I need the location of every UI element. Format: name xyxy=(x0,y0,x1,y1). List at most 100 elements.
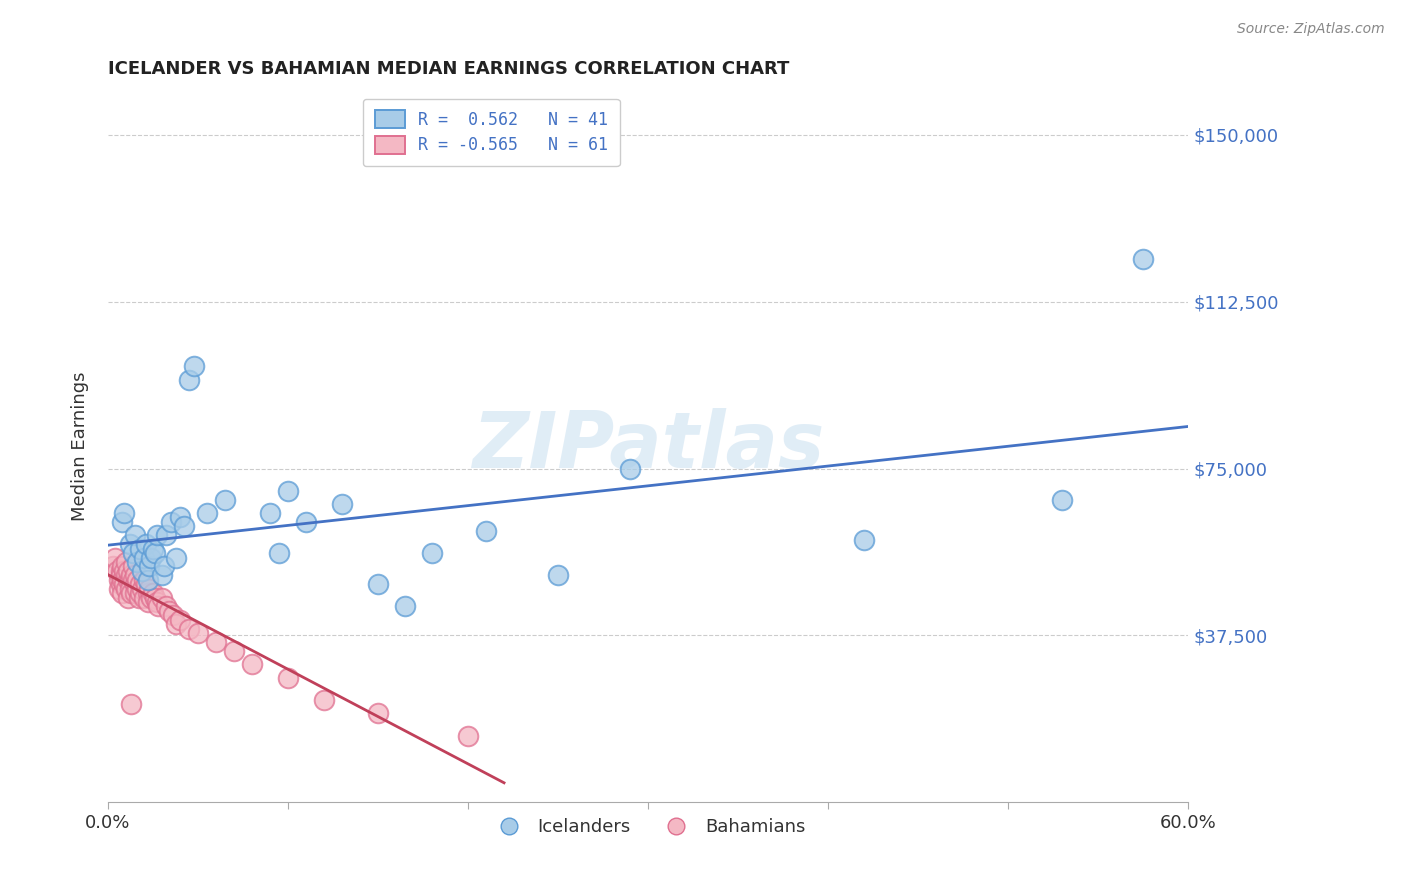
Point xyxy=(295,515,318,529)
Point xyxy=(125,555,148,569)
Point xyxy=(853,533,876,547)
Point xyxy=(110,568,132,582)
Point xyxy=(110,564,132,578)
Point xyxy=(132,550,155,565)
Point xyxy=(124,528,146,542)
Point xyxy=(111,515,134,529)
Point xyxy=(135,577,157,591)
Point xyxy=(103,559,125,574)
Point xyxy=(259,506,281,520)
Point xyxy=(131,582,153,596)
Point xyxy=(115,555,138,569)
Point xyxy=(122,573,145,587)
Point xyxy=(155,599,177,614)
Point xyxy=(165,617,187,632)
Point xyxy=(169,510,191,524)
Point xyxy=(150,591,173,605)
Point xyxy=(367,577,389,591)
Point xyxy=(111,559,134,574)
Point xyxy=(142,586,165,600)
Point xyxy=(112,564,135,578)
Point xyxy=(330,497,353,511)
Point xyxy=(124,586,146,600)
Point xyxy=(394,599,416,614)
Point xyxy=(1050,492,1073,507)
Point xyxy=(143,591,166,605)
Point xyxy=(277,483,299,498)
Point xyxy=(110,577,132,591)
Point xyxy=(150,568,173,582)
Point xyxy=(420,546,443,560)
Point xyxy=(277,671,299,685)
Point xyxy=(475,524,498,538)
Point xyxy=(125,573,148,587)
Point xyxy=(124,568,146,582)
Point xyxy=(157,604,180,618)
Point xyxy=(195,506,218,520)
Point xyxy=(112,506,135,520)
Point xyxy=(122,559,145,574)
Point xyxy=(143,546,166,560)
Point xyxy=(165,550,187,565)
Point xyxy=(115,568,138,582)
Point xyxy=(162,608,184,623)
Point xyxy=(148,599,170,614)
Point xyxy=(187,626,209,640)
Point xyxy=(111,573,134,587)
Point xyxy=(136,573,159,587)
Point xyxy=(145,595,167,609)
Point xyxy=(132,573,155,587)
Point xyxy=(120,568,142,582)
Y-axis label: Median Earnings: Median Earnings xyxy=(72,371,89,521)
Point xyxy=(141,550,163,565)
Text: ZIPatlas: ZIPatlas xyxy=(472,409,824,484)
Point xyxy=(118,582,141,596)
Point xyxy=(141,591,163,605)
Point xyxy=(117,591,139,605)
Point xyxy=(619,461,641,475)
Point xyxy=(145,528,167,542)
Text: ICELANDER VS BAHAMIAN MEDIAN EARNINGS CORRELATION CHART: ICELANDER VS BAHAMIAN MEDIAN EARNINGS CO… xyxy=(108,60,789,78)
Point xyxy=(173,519,195,533)
Point xyxy=(118,537,141,551)
Point xyxy=(183,359,205,374)
Point xyxy=(169,613,191,627)
Point xyxy=(547,568,569,582)
Point xyxy=(107,573,129,587)
Point xyxy=(107,582,129,596)
Point xyxy=(177,372,200,386)
Point xyxy=(457,729,479,743)
Text: Source: ZipAtlas.com: Source: ZipAtlas.com xyxy=(1237,22,1385,37)
Point xyxy=(240,657,263,672)
Point xyxy=(129,586,152,600)
Point xyxy=(128,591,150,605)
Point xyxy=(111,586,134,600)
Point xyxy=(129,577,152,591)
Point xyxy=(177,622,200,636)
Point xyxy=(135,537,157,551)
Point xyxy=(367,706,389,721)
Point xyxy=(136,595,159,609)
Point xyxy=(312,693,335,707)
Point xyxy=(118,573,141,587)
Point xyxy=(129,541,152,556)
Point xyxy=(138,559,160,574)
Point xyxy=(222,644,245,658)
Point xyxy=(117,573,139,587)
Point xyxy=(1132,252,1154,267)
Point xyxy=(120,698,142,712)
Point xyxy=(120,586,142,600)
Point xyxy=(115,582,138,596)
Point xyxy=(142,541,165,556)
Point xyxy=(105,564,128,578)
Point xyxy=(124,577,146,591)
Point xyxy=(136,586,159,600)
Point xyxy=(160,515,183,529)
Point xyxy=(112,577,135,591)
Point xyxy=(131,564,153,578)
Point xyxy=(138,582,160,596)
Point xyxy=(104,550,127,565)
Legend: Icelanders, Bahamians: Icelanders, Bahamians xyxy=(484,811,813,843)
Point xyxy=(125,582,148,596)
Point xyxy=(205,635,228,649)
